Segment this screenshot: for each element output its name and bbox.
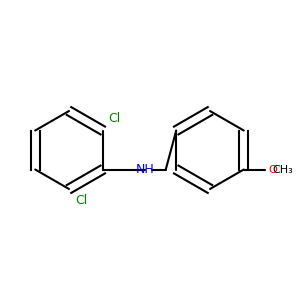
Text: Cl: Cl xyxy=(109,112,121,125)
Text: O: O xyxy=(268,164,277,175)
Text: Cl: Cl xyxy=(75,194,87,208)
Text: CH₃: CH₃ xyxy=(272,164,293,175)
Text: NH: NH xyxy=(135,163,154,176)
